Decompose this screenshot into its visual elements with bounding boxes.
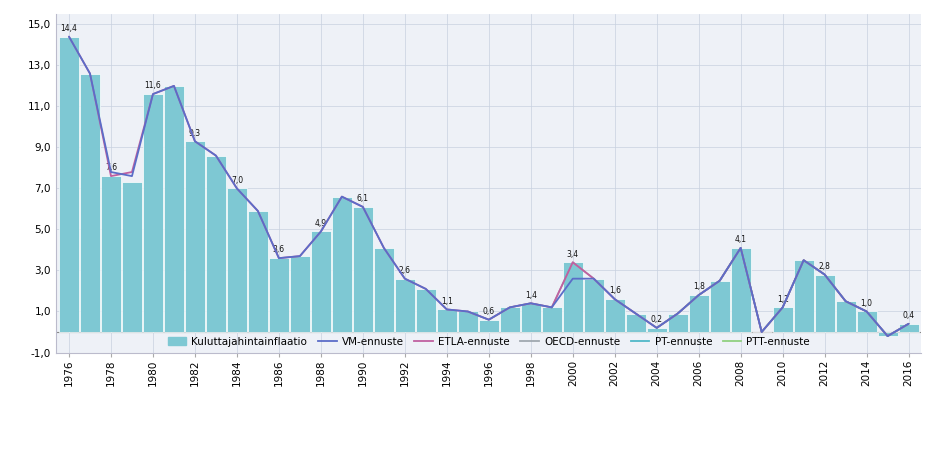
Bar — [395, 279, 415, 332]
Text: 3,6: 3,6 — [273, 245, 285, 254]
Bar — [352, 207, 373, 332]
Text: 6,1: 6,1 — [357, 194, 368, 203]
Text: 4,9: 4,9 — [315, 219, 327, 228]
Text: 0,4: 0,4 — [902, 311, 915, 320]
Text: 4,1: 4,1 — [735, 235, 746, 244]
Bar — [793, 260, 814, 332]
Bar — [563, 262, 583, 332]
Bar — [374, 248, 394, 332]
Bar — [773, 307, 792, 332]
Text: 2,8: 2,8 — [819, 262, 831, 271]
Text: 9,3: 9,3 — [189, 129, 201, 138]
Text: 1,6: 1,6 — [609, 287, 620, 296]
Text: 11,6: 11,6 — [145, 81, 162, 90]
Bar — [290, 256, 310, 332]
Bar — [122, 182, 142, 332]
Bar — [667, 313, 688, 332]
Bar — [584, 279, 603, 332]
Text: 7,6: 7,6 — [105, 164, 118, 172]
Bar — [878, 332, 898, 336]
Text: 0,2: 0,2 — [650, 315, 663, 324]
Bar — [311, 232, 331, 332]
Bar — [101, 176, 121, 332]
Text: 1,4: 1,4 — [525, 290, 537, 299]
Bar — [836, 301, 855, 332]
Bar — [521, 303, 540, 332]
Bar — [710, 281, 729, 332]
Bar — [80, 74, 100, 332]
Bar — [730, 248, 751, 332]
Bar — [185, 141, 205, 332]
Bar — [143, 94, 163, 332]
Bar — [899, 324, 918, 332]
Bar — [689, 295, 709, 332]
Text: 7,0: 7,0 — [231, 176, 243, 185]
Bar — [437, 309, 457, 332]
Bar — [59, 37, 79, 332]
Text: 14,4: 14,4 — [60, 24, 77, 33]
Legend: Kuluttajahintainflaatio, VM-ennuste, ETLA-ennuste, OECD-ennuste, PT-ennuste, PTT: Kuluttajahintainflaatio, VM-ennuste, ETL… — [164, 332, 814, 351]
Text: 1,2: 1,2 — [776, 295, 789, 304]
Bar — [541, 307, 562, 332]
Text: 3,4: 3,4 — [567, 250, 579, 259]
Text: 1,1: 1,1 — [441, 297, 453, 306]
Bar — [458, 312, 478, 332]
Text: 2,6: 2,6 — [399, 266, 411, 275]
Bar — [647, 328, 666, 332]
Bar — [415, 289, 436, 332]
Bar — [206, 156, 226, 332]
Bar — [227, 188, 247, 332]
Bar — [478, 320, 499, 332]
Bar — [164, 86, 184, 332]
Bar — [856, 312, 877, 332]
Bar — [626, 313, 646, 332]
Text: 0,6: 0,6 — [483, 307, 494, 316]
Bar — [269, 258, 289, 332]
Bar — [815, 274, 835, 332]
Bar — [332, 196, 352, 332]
Bar — [604, 299, 625, 332]
Bar — [500, 307, 520, 332]
Bar — [248, 211, 268, 332]
Text: 1,8: 1,8 — [693, 282, 705, 291]
Text: 1,0: 1,0 — [861, 299, 872, 308]
